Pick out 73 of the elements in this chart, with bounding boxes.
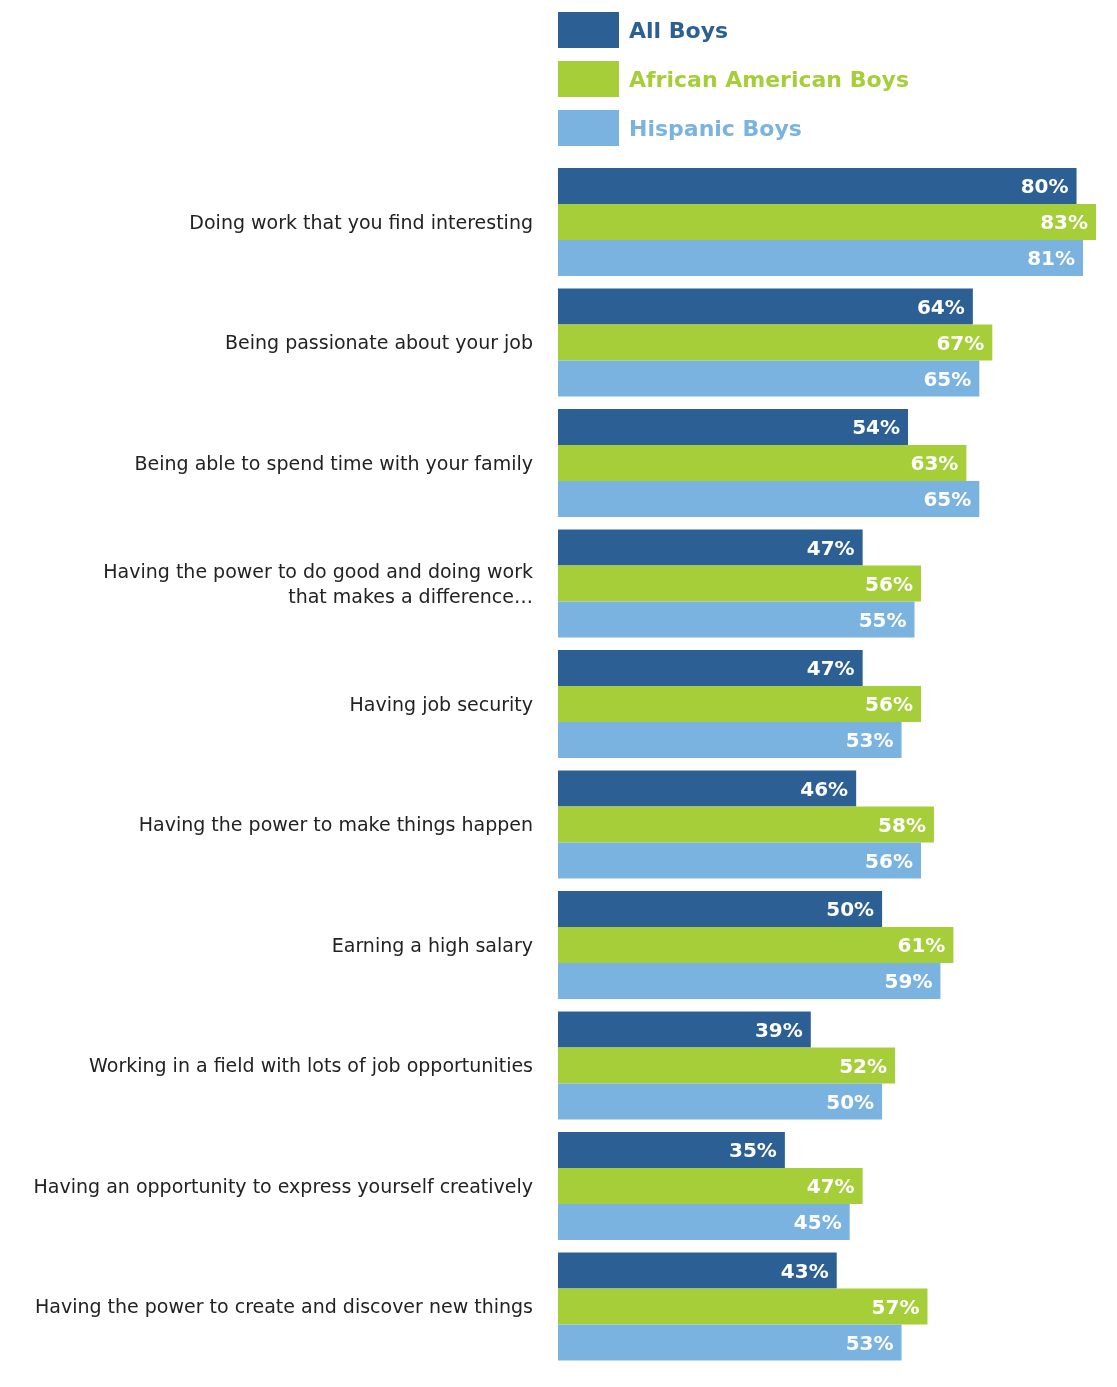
data-label: 43%: [780, 1258, 829, 1283]
bar: [558, 1011, 811, 1048]
bar: [558, 240, 1084, 276]
y-tick-label: Having the power to do good and doing work that makes a difference…: [103, 559, 533, 607]
data-label: 55%: [858, 607, 907, 632]
y-tick-label: Having job security: [349, 692, 533, 715]
bar: [558, 360, 980, 397]
bar: [558, 1204, 850, 1240]
data-label: 54%: [852, 415, 901, 440]
data-label: 56%: [865, 692, 913, 717]
data-label: 35%: [728, 1138, 777, 1163]
data-label: 57%: [871, 1294, 920, 1319]
y-tick-label: Having an opportunity to express yourself creatively: [33, 1174, 533, 1197]
bar: [558, 601, 915, 638]
legend-label: African American Boys: [629, 66, 909, 92]
data-label: 53%: [845, 728, 894, 753]
bar: [558, 891, 883, 927]
y-tick-label: Having the power to create and discover new things: [34, 1295, 533, 1318]
bar: [558, 445, 967, 481]
bar: [558, 806, 934, 843]
data-label: 61%: [897, 933, 946, 958]
bar: [558, 1288, 928, 1325]
y-tick-label: Being able to spend time with your family: [134, 451, 533, 474]
legend-label: All Boys: [629, 17, 729, 43]
data-label: 47%: [806, 656, 855, 681]
data-label: 46%: [800, 776, 849, 801]
bar: [558, 481, 980, 517]
legend-label: Hispanic Boys: [629, 115, 802, 141]
bar: [558, 1132, 785, 1168]
bar: [558, 963, 941, 999]
data-label: 50%: [826, 897, 875, 922]
bar: [558, 722, 902, 758]
data-label: 52%: [839, 1053, 888, 1078]
data-label: 81%: [1027, 246, 1076, 271]
data-label: 64%: [916, 294, 965, 319]
data-label: 53%: [845, 1330, 894, 1355]
data-label: 56%: [865, 848, 913, 873]
data-label: 80%: [1020, 174, 1069, 199]
bar: [558, 565, 921, 602]
data-label: 47%: [806, 535, 855, 560]
y-tick-label: Earning a high salary: [331, 933, 533, 956]
data-label: 47%: [806, 1174, 855, 1199]
data-label: 50%: [826, 1089, 875, 1114]
bar: [558, 409, 909, 445]
y-tick-label: Doing work that you find interesting: [189, 210, 533, 233]
data-label: 63%: [910, 451, 959, 476]
bar: [558, 927, 954, 963]
bar: [558, 324, 993, 361]
bar: [558, 650, 863, 686]
data-label: 83%: [1040, 210, 1088, 235]
bar: [558, 1083, 883, 1120]
data-label: 65%: [923, 366, 972, 391]
data-label: 59%: [884, 969, 933, 994]
bar: [558, 1168, 863, 1204]
bar: [558, 1324, 902, 1361]
bar: [558, 770, 857, 807]
bar: [558, 168, 1077, 204]
data-label: 56%: [865, 571, 913, 596]
bar: [558, 204, 1096, 240]
bar: [558, 529, 863, 566]
bar: [558, 288, 973, 325]
bar: [558, 842, 921, 879]
bar: [558, 1252, 837, 1289]
bar: [558, 686, 921, 722]
data-label: 39%: [754, 1017, 803, 1042]
data-label: 67%: [936, 330, 985, 355]
bar: [558, 1047, 896, 1084]
y-tick-label: Having the power to make things happen: [138, 813, 533, 836]
data-label: 45%: [793, 1210, 842, 1235]
y-tick-label: Working in a field with lots of job opportunities: [89, 1054, 533, 1077]
y-tick-label: Being passionate about your job: [225, 331, 533, 354]
data-label: 65%: [923, 487, 972, 512]
data-label: 58%: [878, 812, 926, 837]
